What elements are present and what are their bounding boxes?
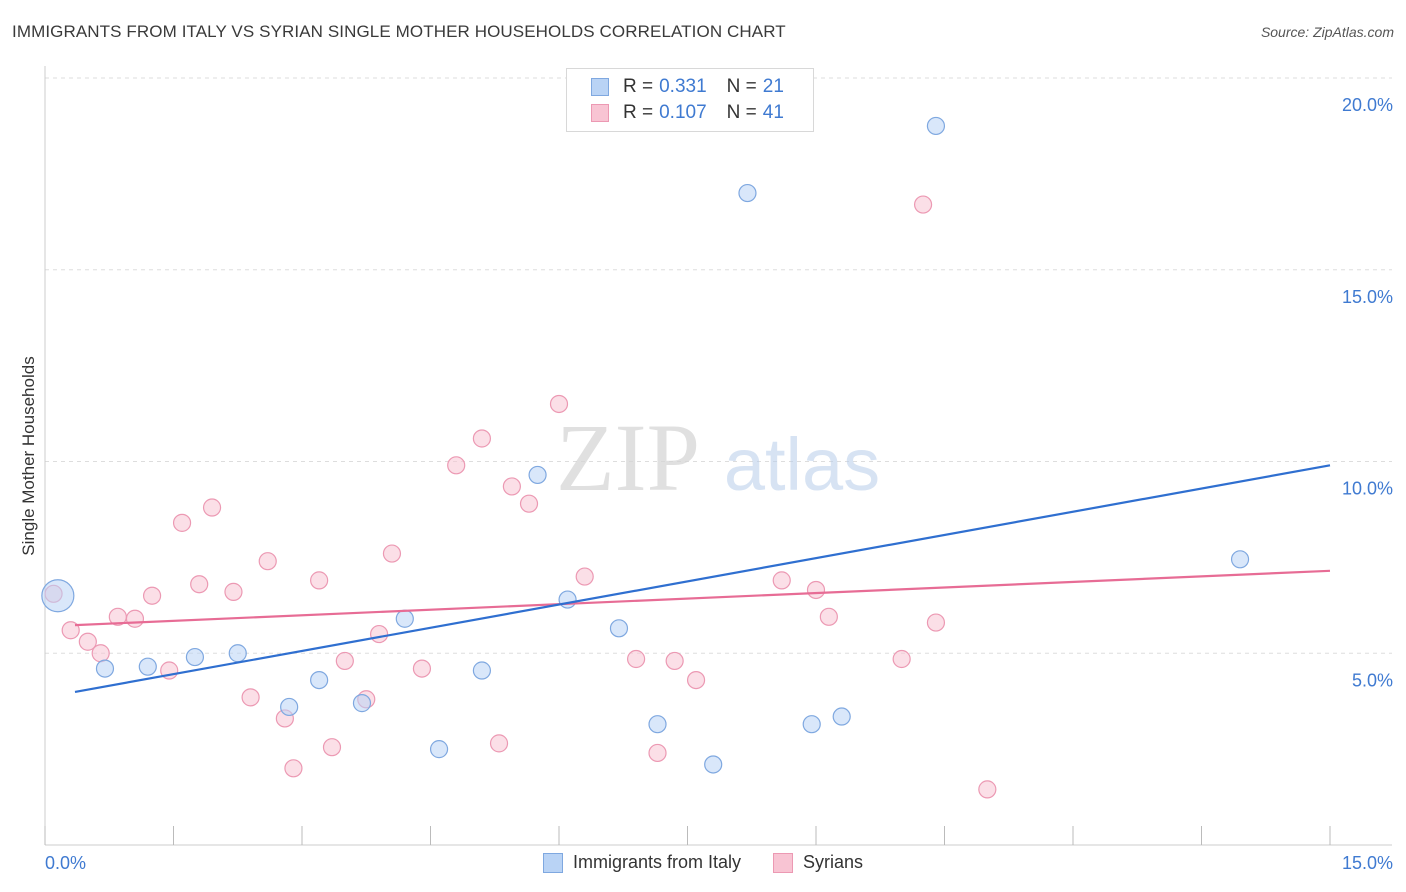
italy-point [310, 670, 329, 690]
syrians-point [190, 575, 209, 594]
axis-labels: 5.0% 10.0% 15.0% 20.0% 0.0% 15.0% [45, 95, 1393, 873]
syrians-point [686, 670, 706, 690]
syrians-point [284, 759, 303, 778]
italy-point [41, 579, 75, 613]
italy-point [926, 116, 946, 136]
syrians-swatch [591, 104, 609, 122]
n-value: 21 [762, 76, 784, 97]
n-label: N = [726, 102, 757, 123]
italy-point [352, 694, 372, 713]
syrians-point [978, 780, 997, 799]
n-label: N = [726, 76, 757, 97]
y-tick-label: 20.0% [1342, 95, 1393, 115]
syrians-point [913, 195, 933, 214]
syrians-point [806, 580, 826, 600]
stats-legend: R = 0.331 N = 21 R = 0.107 N = 41 [566, 68, 814, 132]
trend-lines [74, 464, 1331, 694]
syrians-point [575, 567, 594, 586]
italy-point [558, 590, 577, 609]
italy-point [802, 715, 821, 734]
syrians-point [61, 621, 80, 640]
syrians-point [322, 738, 342, 757]
syrians-trend-line [74, 569, 1331, 627]
r-value: 0.331 [659, 76, 707, 97]
syrians-point [626, 649, 646, 669]
syrians-point [819, 607, 838, 626]
italy-point [280, 697, 299, 717]
syrians-point [549, 394, 569, 414]
syrians-point [310, 571, 329, 590]
watermark-zip: ZIP [556, 404, 700, 511]
italy-point [185, 647, 205, 667]
syrians-point [772, 571, 791, 590]
r-value: 0.107 [659, 102, 707, 123]
syrians-point [472, 429, 491, 448]
stats-row-syrians: R = 0.107 N = 41 [591, 100, 784, 126]
n-value: 41 [762, 102, 784, 123]
italy-swatch [591, 78, 609, 96]
syrians-point [125, 609, 145, 628]
italy-points [41, 116, 1250, 774]
syrians-point [489, 734, 509, 753]
legend-item-syrians[interactable]: Syrians [773, 852, 863, 873]
syrians-point [412, 659, 432, 678]
r-label: R = [623, 102, 654, 123]
syrians-point [382, 544, 402, 563]
syrians-point [142, 586, 162, 605]
source-label: Source: ZipAtlas.com [1260, 24, 1394, 40]
syrians-point [172, 513, 192, 532]
italy-point [609, 619, 629, 638]
syrians-point [892, 649, 911, 669]
series-legend: Immigrants from Italy Syrians [0, 852, 1406, 873]
gridlines [45, 77, 1392, 654]
syrians-point [447, 456, 466, 475]
syrians-point [335, 651, 354, 671]
italy-point [472, 661, 491, 680]
italy-point [429, 740, 449, 759]
syrians-point [258, 552, 277, 571]
y-axis-title: Single Mother Households [19, 356, 38, 555]
syrians-point [648, 743, 667, 763]
italy-point [738, 183, 757, 203]
syrians-point [78, 632, 97, 651]
italy-point [1230, 550, 1250, 569]
syrians-point [926, 613, 946, 632]
syrians-point [224, 582, 243, 601]
italy-swatch [542, 852, 563, 873]
italy-point [832, 707, 851, 726]
italy-point [138, 657, 157, 676]
y-tick-label: 15.0% [1342, 287, 1393, 307]
syrians-point [519, 494, 539, 513]
syrians-point [370, 624, 389, 644]
x-tick-label: 0.0% [45, 853, 86, 873]
x-tick-label: 15.0% [1342, 853, 1393, 873]
stats-row-italy: R = 0.331 N = 21 [591, 74, 784, 100]
legend-item-italy[interactable]: Immigrants from Italy [542, 852, 741, 873]
italy-point [228, 644, 247, 663]
syrians-point [91, 644, 110, 663]
italy-point [648, 715, 667, 734]
italy-point [95, 659, 115, 678]
syrians-point [502, 477, 521, 496]
syrians-point [665, 651, 684, 671]
y-tick-label: 5.0% [1352, 670, 1393, 690]
axes [44, 66, 1392, 846]
syrians-point [202, 498, 222, 517]
syrians-swatch [773, 852, 793, 873]
italy-point [528, 465, 547, 485]
legend-label-syrians: Syrians [803, 852, 864, 872]
legend-label-italy: Immigrants from Italy [572, 852, 741, 872]
r-label: R = [623, 76, 654, 97]
italy-point [395, 609, 414, 628]
watermark-atlas: atlas [724, 423, 880, 506]
y-tick-label: 10.0% [1342, 479, 1393, 499]
chart-title: IMMIGRANTS FROM ITALY VS SYRIAN SINGLE M… [12, 22, 786, 41]
italy-trend-line [74, 464, 1331, 694]
syrians-point [241, 688, 260, 707]
italy-point [704, 755, 723, 774]
